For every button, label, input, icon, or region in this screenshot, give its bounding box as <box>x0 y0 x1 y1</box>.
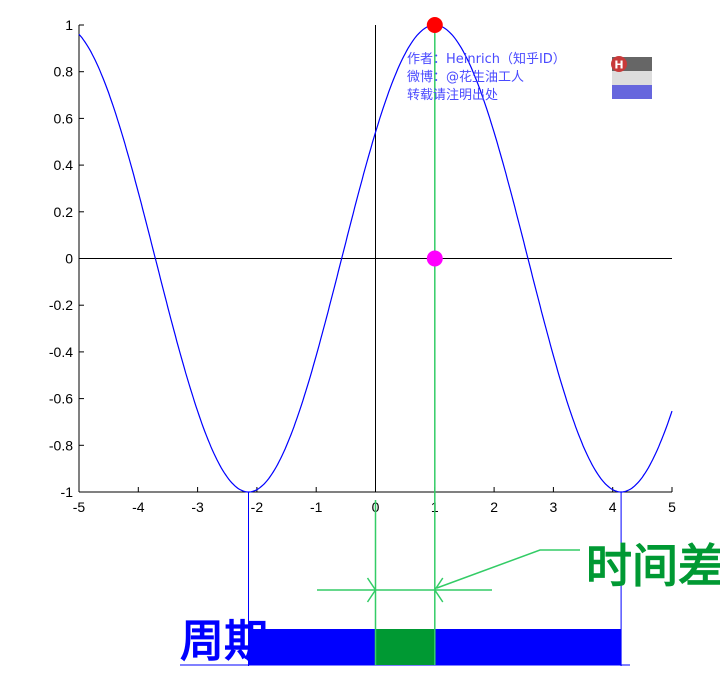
marker-point <box>426 250 443 267</box>
y-tick-label: -0.2 <box>49 297 73 313</box>
period-label: 周期 <box>180 616 268 667</box>
x-tick-label: 5 <box>668 499 676 515</box>
svg-text:H: H <box>614 59 623 72</box>
y-tick-label: 0.6 <box>54 110 74 126</box>
watermark-author: 作者：Heinrich（知乎ID） <box>407 51 566 67</box>
x-tick-label: 4 <box>609 499 617 515</box>
y-tick-label: 0 <box>65 251 73 267</box>
arrow-left-icon <box>433 577 444 603</box>
x-tick-label: -4 <box>132 499 145 515</box>
y-tick-label: 0.8 <box>54 64 74 80</box>
y-tick-label: -0.4 <box>49 344 73 360</box>
watermark: 作者：Heinrich（知乎ID） 微博：@花生油工人 转载请注明出处 H <box>407 51 652 103</box>
time-diff-bar <box>375 629 435 665</box>
x-tick-label: -5 <box>73 499 86 515</box>
y-tick-label: 1 <box>65 17 73 33</box>
y-tick-label: -0.8 <box>49 437 73 453</box>
watermark-weibo: 微博：@花生油工人 <box>407 69 524 85</box>
y-tick-label: 0.2 <box>54 204 74 220</box>
cosine-curve <box>78 24 673 493</box>
y-tick-label: 0.4 <box>54 157 74 173</box>
arrow-right-icon <box>366 577 377 603</box>
leader-line <box>436 549 580 589</box>
watermark-repost: 转载请注明出处 <box>407 88 498 103</box>
y-tick-label: -0.6 <box>49 391 73 407</box>
marker-point <box>426 17 443 33</box>
x-tick-label: 3 <box>550 499 558 515</box>
x-tick-label: -1 <box>310 499 323 515</box>
x-tick-label: -2 <box>251 499 264 515</box>
y-tick-label: -1 <box>61 484 74 500</box>
x-tick-label: -3 <box>191 499 204 515</box>
x-tick-label: 2 <box>490 499 498 515</box>
time-diff-label: 时间差 <box>586 539 720 593</box>
watermark-logo: H <box>611 56 652 99</box>
